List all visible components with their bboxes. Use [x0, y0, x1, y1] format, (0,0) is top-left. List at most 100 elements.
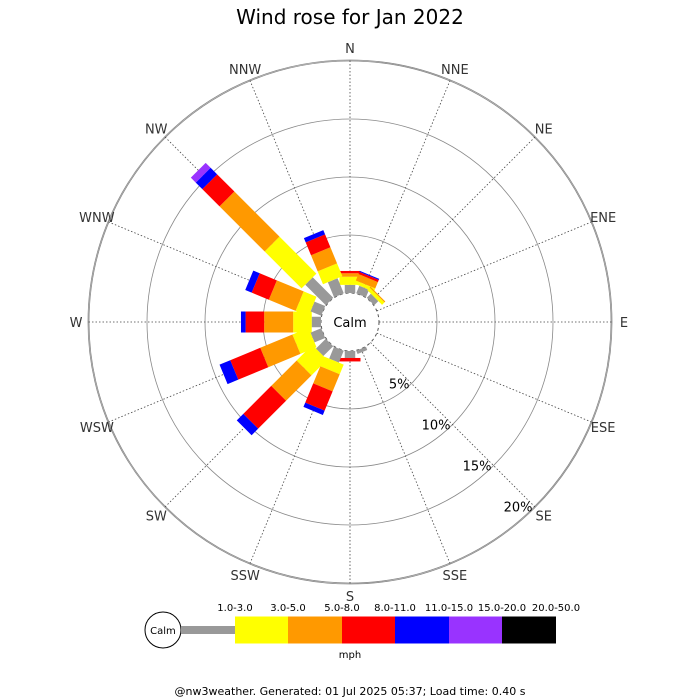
bar-w-bin-4: [245, 311, 265, 333]
bar-s-bin-1: [344, 351, 356, 358]
bar-wnw-bin-2: [295, 291, 317, 317]
spoke-se: [370, 342, 536, 508]
bar-nne-bin-4: [358, 271, 379, 283]
bar-n-bin-4: [339, 270, 361, 274]
legend-swatch-6: [449, 616, 502, 644]
bar-sw-bin-1: [315, 338, 334, 357]
bar-ne-bin-3: [369, 286, 386, 303]
direction-label-se: SE: [536, 510, 552, 525]
bar-nnw-bin-5: [303, 230, 326, 243]
bar-group-ssw: [303, 346, 344, 415]
bar-w-bin-5: [240, 311, 246, 333]
bar-nnw-bin-3: [311, 247, 338, 272]
ring-label-4: 20%: [504, 501, 533, 516]
bar-ssw-bin-3: [313, 366, 340, 392]
bar-w-bin-2: [293, 311, 312, 333]
legend-swatch-5: [395, 616, 449, 644]
legend-swatch-4: [342, 616, 395, 644]
bar-wnw-bin-4: [251, 273, 277, 300]
bar-nw-bin-2: [264, 236, 317, 289]
bar-group-wsw: [219, 327, 326, 385]
ring-label-1: 5%: [389, 378, 410, 393]
legend-swatch-2: [235, 616, 288, 644]
bar-group-w: [240, 311, 322, 333]
direction-label-wsw: WSW: [80, 421, 114, 436]
bar-nnw-bin-1: [327, 278, 344, 298]
bar-ssw-bin-1: [329, 346, 344, 363]
direction-label-ese: ESE: [591, 421, 616, 436]
wind-bars: [190, 162, 386, 436]
bar-w-bin-3: [264, 311, 294, 333]
legend-units: mph: [339, 650, 361, 661]
bar-group-nw: [190, 162, 334, 306]
legend-label-7: 20.0-50.0: [532, 603, 580, 614]
bar-group-nnw: [303, 230, 344, 298]
bar-nne-bin-1: [356, 285, 370, 298]
bar-wsw-bin-4: [230, 347, 269, 380]
bar-group-sse: [356, 346, 368, 355]
bar-sse-bin-1: [356, 346, 368, 355]
chart-title: Wind rose for Jan 2022: [236, 5, 464, 29]
spoke-ne: [370, 136, 536, 302]
direction-label-nnw: NNW: [229, 63, 261, 78]
bar-wnw-bin-1: [310, 301, 326, 316]
direction-label-s: S: [346, 590, 354, 605]
bar-ssw-bin-4: [305, 383, 333, 411]
bar-wnw-bin-5: [245, 270, 260, 293]
legend-label-4: 8.0-11.0: [374, 603, 416, 614]
bar-sw-bin-4: [243, 385, 287, 429]
bar-nw-bin-4: [202, 174, 235, 207]
bar-ne-bin-2: [367, 287, 385, 305]
bar-ssw-bin-5: [303, 402, 325, 415]
direction-label-e: E: [620, 316, 628, 331]
bar-n-bin-2: [339, 276, 361, 285]
legend-label-5: 11.0-15.0: [425, 603, 473, 614]
ring-label-2: 10%: [422, 419, 451, 434]
bar-nw-bin-1: [305, 277, 334, 306]
bar-sw-bin-2: [296, 344, 328, 376]
ring-labels: 5% 10% 15% 20%: [389, 378, 533, 516]
bar-nnw-bin-4: [305, 234, 331, 256]
direction-label-nw: NW: [145, 122, 168, 137]
bar-nw-bin-6: [190, 162, 211, 183]
direction-labels: N NNE NE ENE E ESE SE SSE S SSW SW WSW W WNW NW NNW: [70, 42, 629, 605]
bar-nne-bin-5: [359, 270, 380, 280]
bar-w-bin-1: [311, 316, 322, 328]
spoke-ese: [376, 332, 593, 423]
spoke-ene: [376, 221, 593, 312]
bar-ssw-bin-2: [320, 356, 344, 375]
bar-group-ne: [366, 286, 386, 306]
legend-swatch-7: [502, 616, 556, 644]
direction-label-ssw: SSW: [230, 569, 260, 584]
legend-calm-label: Calm: [150, 626, 176, 637]
bar-wnw-bin-3: [268, 280, 304, 311]
legend: Calm 1.0-3.0 3.0-5.0 5.0-8.0 8.0-11.0 11.0-15…: [144, 603, 580, 661]
bar-s-bin-4: [339, 357, 361, 362]
legend-label-2: 3.0-5.0: [270, 603, 305, 614]
legend-label-3: 5.0-8.0: [324, 603, 359, 614]
calm-circle: [323, 295, 377, 349]
direction-label-sse: SSE: [442, 569, 467, 584]
spoke-nne: [360, 79, 451, 296]
bar-n-bin-1: [344, 284, 356, 293]
bar-group-n: [339, 270, 361, 293]
bar-nw-bin-5: [195, 167, 218, 190]
footer-text: @nw3weather. Generated: 01 Jul 2025 05:3…: [175, 685, 526, 698]
direction-label-nne: NNE: [441, 63, 469, 78]
bar-nnw-bin-2: [317, 263, 343, 285]
bar-ne-bin-1: [366, 293, 379, 306]
bar-group-wnw: [245, 270, 326, 317]
outer-ring: [87, 59, 613, 585]
bar-nw-bin-3: [219, 191, 280, 252]
calm-label: Calm: [333, 316, 366, 331]
direction-label-ene: ENE: [590, 211, 616, 226]
direction-label-n: N: [345, 42, 355, 57]
legend-swatch-1: [181, 626, 235, 634]
bar-group-s: [339, 351, 361, 362]
direction-label-sw: SW: [146, 510, 167, 525]
legend-label-6: 15.0-20.0: [478, 603, 526, 614]
bar-group-sw: [236, 338, 334, 436]
bar-wsw-bin-1: [310, 328, 326, 343]
bar-sw-bin-3: [271, 360, 312, 401]
